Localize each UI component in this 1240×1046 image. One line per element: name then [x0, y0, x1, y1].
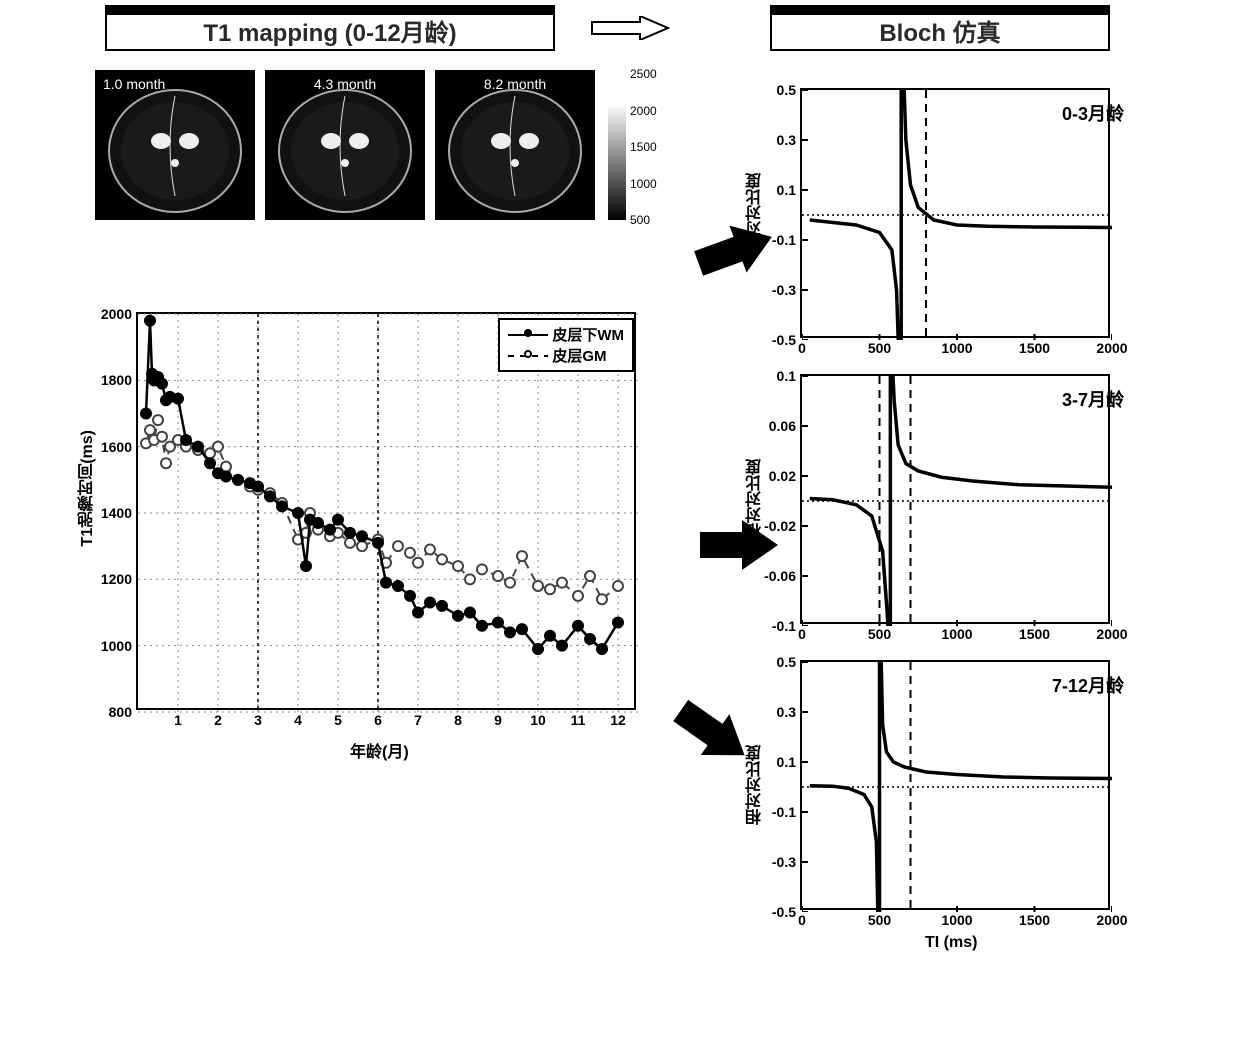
bloch-xlabel: TI (ms) [925, 934, 977, 952]
t1-xtick: 9 [494, 712, 502, 728]
bloch-xtick: 0 [798, 912, 806, 928]
bloch-ytick: 0.3 [777, 704, 796, 720]
bloch-xtick: 1000 [941, 912, 972, 928]
legend-label-wm: 皮层下WM [552, 324, 624, 345]
bloch-xtick: 1500 [1019, 912, 1050, 928]
bloch-ytick: 0.1 [777, 368, 796, 384]
bloch-xtick: 0 [798, 626, 806, 642]
header-left: T1 mapping (0-12月龄) [105, 5, 555, 51]
t1-xtick: 2 [214, 712, 222, 728]
bloch-title: 7-12月龄 [1052, 672, 1124, 698]
legend-row-wm: 皮层下WM [508, 324, 624, 345]
t1-ytick: 1600 [101, 439, 132, 455]
legend-label-gm: 皮层GM [552, 345, 606, 366]
bloch-ytick: -0.3 [772, 854, 796, 870]
t1-ytick: 2000 [101, 306, 132, 322]
bloch-ytick: 0.5 [777, 82, 796, 98]
legend-line-solid [508, 334, 548, 336]
t1-ytick: 1000 [101, 638, 132, 654]
bloch-xtick: 2000 [1096, 912, 1127, 928]
t1-xtick: 3 [254, 712, 262, 728]
bloch-ytick: 0.3 [777, 132, 796, 148]
brain-panel-2: 8.2 month [435, 70, 595, 220]
t1-xtick: 11 [571, 712, 586, 728]
bloch-xtick: 500 [868, 340, 891, 356]
legend-line-dashed [508, 355, 548, 357]
bloch-xtick: 0 [798, 340, 806, 356]
t1-xtick: 4 [294, 712, 302, 728]
header-arrow-icon [590, 16, 670, 40]
bloch-ytick: -0.3 [772, 282, 796, 298]
bloch-ytick: -0.5 [772, 332, 796, 348]
brain-label-2: 8.2 month [484, 76, 546, 92]
t1-xtick: 5 [334, 712, 342, 728]
brain-panel-0: 1.0 month [95, 70, 255, 220]
bloch-title: 3-7月龄 [1062, 386, 1124, 412]
bloch-xtick: 500 [868, 912, 891, 928]
t1-chart: 1234567891011128001000120014001600180020… [80, 280, 680, 760]
bloch-xtick: 1000 [941, 626, 972, 642]
header-right: Bloch 仿真 [770, 5, 1110, 51]
bloch-ytick: -0.1 [772, 804, 796, 820]
colorbar-tick: 1000 [630, 177, 657, 191]
t1-xtick: 8 [454, 712, 462, 728]
t1-xtick: 7 [414, 712, 422, 728]
t1-ylabel: T1弛豫时间(ms) [76, 430, 100, 546]
colorbar-tick: 1500 [630, 140, 657, 154]
colorbar-tick: 2500 [630, 67, 657, 81]
bloch-ytick: 0.1 [777, 182, 796, 198]
bloch-ytick: 0.06 [769, 418, 796, 434]
bloch-xtick: 2000 [1096, 626, 1127, 642]
bloch-xtick: 2000 [1096, 340, 1127, 356]
bloch-ytick: -0.1 [772, 618, 796, 634]
bloch-ytick: 0.1 [777, 754, 796, 770]
t1-legend: 皮层下WM 皮层GM [498, 318, 634, 372]
t1-xtick: 6 [374, 712, 382, 728]
colorbar [608, 74, 626, 220]
t1-xtick: 12 [610, 712, 626, 728]
t1-ytick: 800 [109, 704, 132, 720]
t1-xtick: 10 [530, 712, 546, 728]
t1-ytick: 1200 [101, 571, 132, 587]
t1-ytick: 1800 [101, 372, 132, 388]
brain-panel-1: 4.3 month [265, 70, 425, 220]
brain-label-0: 1.0 month [103, 76, 165, 92]
bloch-chart-2: 0 500 1000 1500 2000 -0.5 -0.3 -0.1 0.1 0.3 0.5 相对对… [740, 650, 1140, 956]
t1-xtick: 1 [174, 712, 182, 728]
colorbar-tick: 2000 [630, 104, 657, 118]
bloch-ytick: -0.5 [772, 904, 796, 920]
bloch-ytick: 0.02 [769, 468, 796, 484]
bloch-xtick: 500 [868, 626, 891, 642]
header-right-title: Bloch 仿真 [879, 13, 1000, 48]
bloch-xtick: 1500 [1019, 340, 1050, 356]
bloch-chart-1: 0500100015002000-0.1-0.06-0.020.020.060.… [740, 364, 1140, 670]
header-left-title: T1 mapping (0-12月龄) [203, 13, 456, 48]
legend-row-gm: 皮层GM [508, 345, 624, 366]
bloch-ytick: 0.5 [777, 654, 796, 670]
bloch-xtick: 1000 [941, 340, 972, 356]
bloch-title: 0-3月龄 [1062, 100, 1124, 126]
colorbar-tick: 500 [630, 213, 650, 227]
t1-xlabel: 年龄(月) [350, 738, 409, 762]
brain-label-1: 4.3 month [314, 76, 376, 92]
bloch-xtick: 1500 [1019, 626, 1050, 642]
t1-ytick: 1400 [101, 505, 132, 521]
bloch-chart-0: 0500100015002000-0.5-0.3-0.10.10.30.5相对对… [740, 78, 1140, 384]
bloch-ytick: -0.06 [764, 568, 796, 584]
bloch-ylabel: 相对对比度 [744, 745, 768, 825]
